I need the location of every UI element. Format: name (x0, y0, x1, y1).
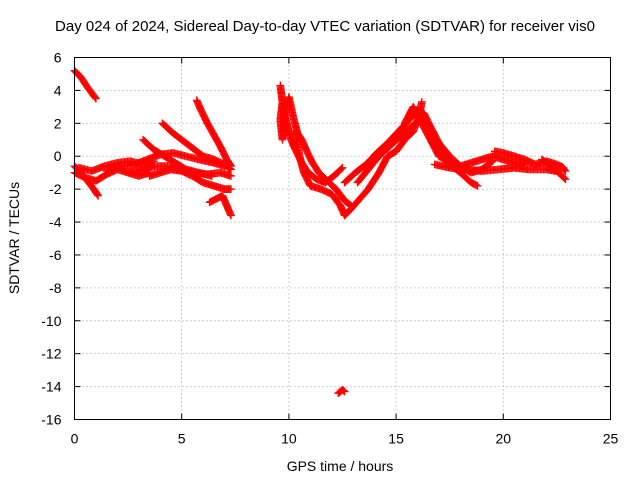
data-series-track-20 (538, 155, 570, 175)
x-tick-label: 20 (496, 431, 512, 447)
y-tick-label: -4 (49, 214, 62, 230)
data-point (337, 164, 346, 173)
data-point (338, 163, 347, 172)
data-point (207, 172, 216, 180)
y-tick-label: -10 (41, 313, 61, 329)
data-series-track-9 (158, 119, 235, 174)
chart-title: Day 024 of 2024, Sidereal Day-to-day VTE… (55, 18, 595, 35)
x-tick-label: 15 (388, 431, 404, 447)
data-point (227, 185, 235, 193)
x-axis-label: GPS time / hours (287, 458, 394, 474)
data-point (560, 166, 569, 174)
axes: 0 5 10 15 20 25 -16 -14 -12 -10 -8 -6 -4 -2 0 2 4 6 (41, 50, 618, 447)
data-point (560, 174, 569, 183)
y-tick-label: -12 (41, 346, 61, 362)
data-point (93, 190, 102, 199)
data-series-track-21 (334, 386, 349, 398)
data-point (94, 191, 102, 200)
y-axis-label: SDTVAR / TECUs (6, 182, 22, 294)
data-point (227, 162, 235, 170)
y-tick-label: -8 (49, 280, 62, 296)
data-point (227, 211, 235, 220)
data-series-track-8 (139, 135, 216, 180)
x-tick-label: 0 (71, 431, 79, 447)
data-markers (70, 66, 570, 398)
data-point (417, 98, 426, 106)
grid (74, 57, 611, 420)
data-point (561, 167, 570, 175)
data-point (340, 387, 349, 396)
data-series-track-18 (430, 160, 570, 184)
y-tick-label: -16 (41, 412, 61, 428)
data-point (227, 172, 235, 180)
data-series-track-10 (192, 96, 235, 170)
data-series-track-17 (400, 103, 529, 170)
x-tick-label: 5 (178, 431, 186, 447)
data-series-track-12 (276, 81, 355, 210)
y-tick-label: -6 (49, 247, 62, 263)
y-tick-label: 0 (54, 148, 62, 164)
data-point (226, 161, 235, 169)
x-tick-label: 25 (603, 431, 619, 447)
data-point (473, 181, 482, 190)
data-point (561, 175, 570, 184)
data-series-track-11 (205, 191, 235, 220)
y-tick-label: -14 (41, 379, 61, 395)
plot-frame (74, 57, 611, 420)
data-series-track-1 (70, 66, 100, 103)
data-series-track-13 (278, 103, 347, 187)
data-point (472, 181, 481, 190)
data-point (92, 94, 100, 103)
data-point (91, 93, 99, 102)
x-tick-label: 10 (281, 431, 297, 447)
y-tick-label: 2 (54, 115, 62, 131)
data-point (339, 386, 348, 395)
y-tick-label: 6 (54, 50, 62, 66)
y-tick-label: -2 (49, 181, 62, 197)
y-tick-label: 4 (54, 82, 62, 98)
